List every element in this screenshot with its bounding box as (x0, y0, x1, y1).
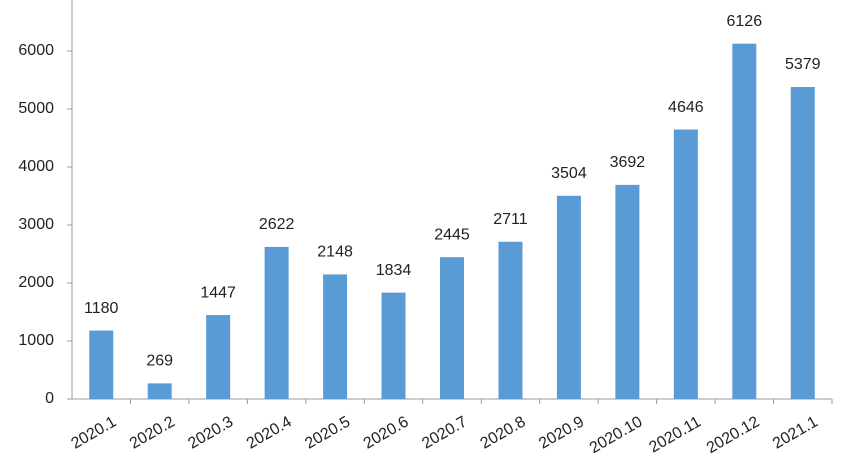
data-label: 2445 (434, 226, 470, 243)
y-tick-label: 0 (45, 390, 54, 407)
bar (206, 315, 231, 399)
bar (440, 257, 464, 399)
bar (498, 241, 523, 399)
bar (323, 274, 348, 399)
bar (89, 330, 114, 399)
bar (732, 43, 757, 399)
data-label: 3692 (610, 154, 646, 171)
data-label: 4646 (668, 99, 704, 116)
y-tick-label: 5000 (18, 100, 54, 117)
y-tick-label: 7000 (18, 0, 54, 1)
bar (556, 195, 581, 399)
bar (615, 184, 640, 399)
data-label: 1834 (376, 262, 412, 279)
data-label: 269 (146, 353, 173, 370)
y-tick-label: 4000 (18, 158, 54, 175)
data-label: 1180 (84, 300, 119, 317)
x-tick-label: 2020.6 (361, 413, 412, 452)
x-tick-label: 2020.7 (419, 413, 470, 452)
y-tick-label: 1000 (18, 332, 54, 349)
x-tick-label: 2020.10 (587, 413, 646, 457)
data-label: 6126 (727, 13, 763, 30)
y-tick-label: 3000 (18, 216, 54, 233)
x-tick-label: 2020.4 (244, 413, 295, 452)
x-tick-label: 2020.1 (68, 413, 119, 452)
x-tick-label: 2020.5 (302, 413, 353, 452)
x-tick-label: 2020.2 (127, 413, 178, 452)
x-tick-label: 2020.11 (646, 413, 704, 456)
y-tick-label: 6000 (18, 42, 54, 59)
bar (381, 292, 406, 399)
data-label: 2148 (317, 244, 353, 261)
x-tick-label: 2021.1 (770, 413, 821, 452)
x-tick-label: 2020.9 (536, 413, 587, 452)
bar (147, 383, 172, 399)
data-label: 2711 (493, 211, 528, 228)
x-tick-label: 2020.12 (704, 413, 763, 457)
x-tick-label: 2020.8 (478, 413, 529, 452)
data-label: 5379 (785, 56, 821, 73)
bar (673, 129, 698, 400)
data-label: 3504 (551, 165, 587, 182)
data-label: 1447 (200, 284, 236, 301)
bar (790, 87, 815, 399)
data-label: 2622 (259, 216, 295, 233)
x-tick-label: 2020.3 (185, 413, 236, 452)
bar (264, 246, 289, 399)
y-tick-label: 2000 (18, 274, 54, 291)
